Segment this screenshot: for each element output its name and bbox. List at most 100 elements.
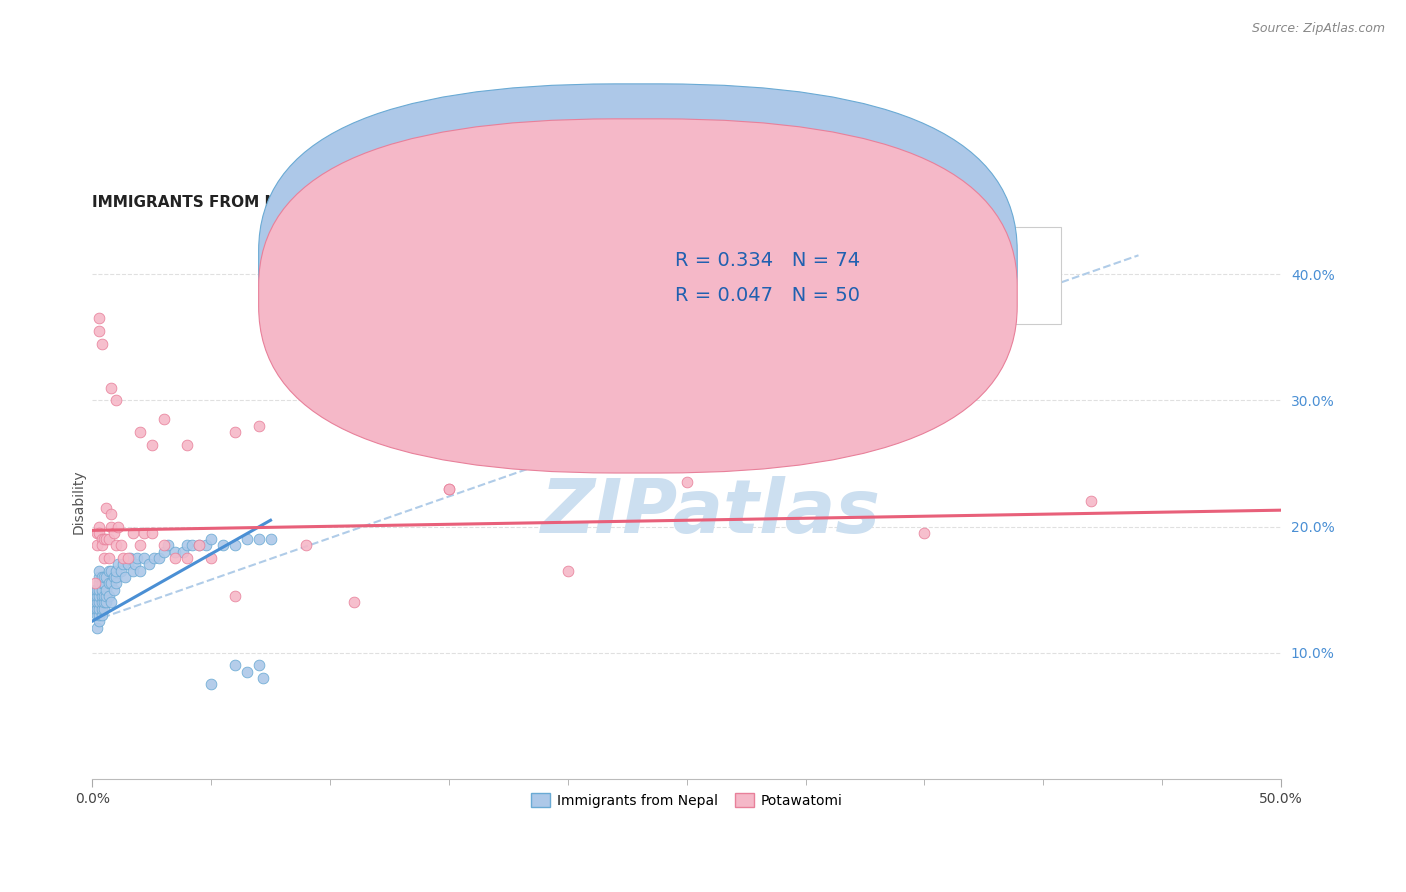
Point — [128, 425, 150, 439]
Point — [127, 551, 149, 566]
Point — [97, 589, 120, 603]
Point — [343, 595, 366, 609]
Point — [93, 532, 115, 546]
Point — [86, 601, 108, 615]
Point — [165, 551, 187, 566]
Point — [89, 582, 111, 597]
Point — [93, 551, 115, 566]
Point — [89, 607, 111, 622]
Point — [89, 601, 111, 615]
Point — [89, 595, 111, 609]
Text: IMMIGRANTS FROM NEPAL VS POTAWATOMI DISABILITY CORRELATION CHART: IMMIGRANTS FROM NEPAL VS POTAWATOMI DISA… — [93, 195, 756, 211]
Point — [235, 665, 257, 679]
Point — [176, 539, 198, 553]
Point — [152, 539, 174, 553]
Point — [96, 589, 118, 603]
Text: R = 0.334   N = 74: R = 0.334 N = 74 — [675, 252, 860, 270]
Point — [152, 545, 174, 559]
Point — [96, 595, 118, 609]
Point — [107, 519, 129, 533]
Point — [96, 532, 118, 546]
Text: R = 0.047   N = 50: R = 0.047 N = 50 — [675, 286, 860, 305]
Point — [235, 532, 257, 546]
Point — [90, 539, 112, 553]
Point — [224, 539, 246, 553]
Point — [83, 601, 105, 615]
Point — [437, 482, 460, 496]
Point — [176, 437, 198, 451]
Point — [224, 658, 246, 673]
Point — [100, 507, 122, 521]
Point — [100, 519, 122, 533]
Point — [675, 475, 697, 490]
Point — [104, 539, 127, 553]
Point — [224, 425, 246, 439]
Legend: Immigrants from Nepal, Potawatomi: Immigrants from Nepal, Potawatomi — [524, 788, 848, 814]
FancyBboxPatch shape — [586, 227, 1062, 324]
Point — [93, 601, 115, 615]
Point — [100, 564, 122, 578]
Point — [100, 595, 122, 609]
Point — [110, 564, 132, 578]
Point — [90, 570, 112, 584]
Point — [86, 589, 108, 603]
Point — [93, 570, 115, 584]
Point — [90, 589, 112, 603]
Point — [165, 545, 187, 559]
Point — [200, 551, 222, 566]
Point — [128, 539, 150, 553]
Point — [247, 418, 270, 433]
Point — [152, 412, 174, 426]
Point — [188, 539, 211, 553]
Point — [114, 570, 136, 584]
Point — [117, 558, 139, 572]
Point — [89, 525, 111, 540]
Point — [120, 551, 142, 566]
Point — [90, 601, 112, 615]
Point — [90, 595, 112, 609]
Point — [96, 582, 118, 597]
Y-axis label: Disability: Disability — [72, 469, 86, 533]
Point — [103, 570, 125, 584]
Point — [83, 589, 105, 603]
Point — [90, 582, 112, 597]
Point — [89, 324, 111, 338]
Point — [104, 576, 127, 591]
Point — [86, 595, 108, 609]
Point — [148, 551, 170, 566]
Point — [104, 570, 127, 584]
Point — [86, 539, 108, 553]
Point — [93, 589, 115, 603]
FancyBboxPatch shape — [259, 84, 1017, 438]
Point — [124, 558, 146, 572]
Point — [176, 551, 198, 566]
Point — [89, 576, 111, 591]
Point — [96, 570, 118, 584]
Point — [90, 336, 112, 351]
Point — [212, 539, 235, 553]
Point — [93, 595, 115, 609]
Point — [83, 595, 105, 609]
Point — [121, 564, 143, 578]
Point — [112, 551, 135, 566]
Text: ZIPatlas: ZIPatlas — [540, 476, 880, 549]
Text: Source: ZipAtlas.com: Source: ZipAtlas.com — [1251, 22, 1385, 36]
Point — [86, 582, 108, 597]
Point — [128, 564, 150, 578]
Point — [90, 532, 112, 546]
Point — [1080, 494, 1102, 508]
Point — [83, 576, 105, 591]
Point — [107, 558, 129, 572]
Point — [86, 525, 108, 540]
Point — [914, 525, 936, 540]
FancyBboxPatch shape — [259, 119, 1017, 473]
Point — [90, 576, 112, 591]
Point — [110, 539, 132, 553]
Point — [89, 519, 111, 533]
Point — [112, 558, 135, 572]
Point — [247, 658, 270, 673]
Point — [97, 576, 120, 591]
Point — [141, 437, 163, 451]
Point — [134, 525, 156, 540]
Point — [89, 614, 111, 628]
